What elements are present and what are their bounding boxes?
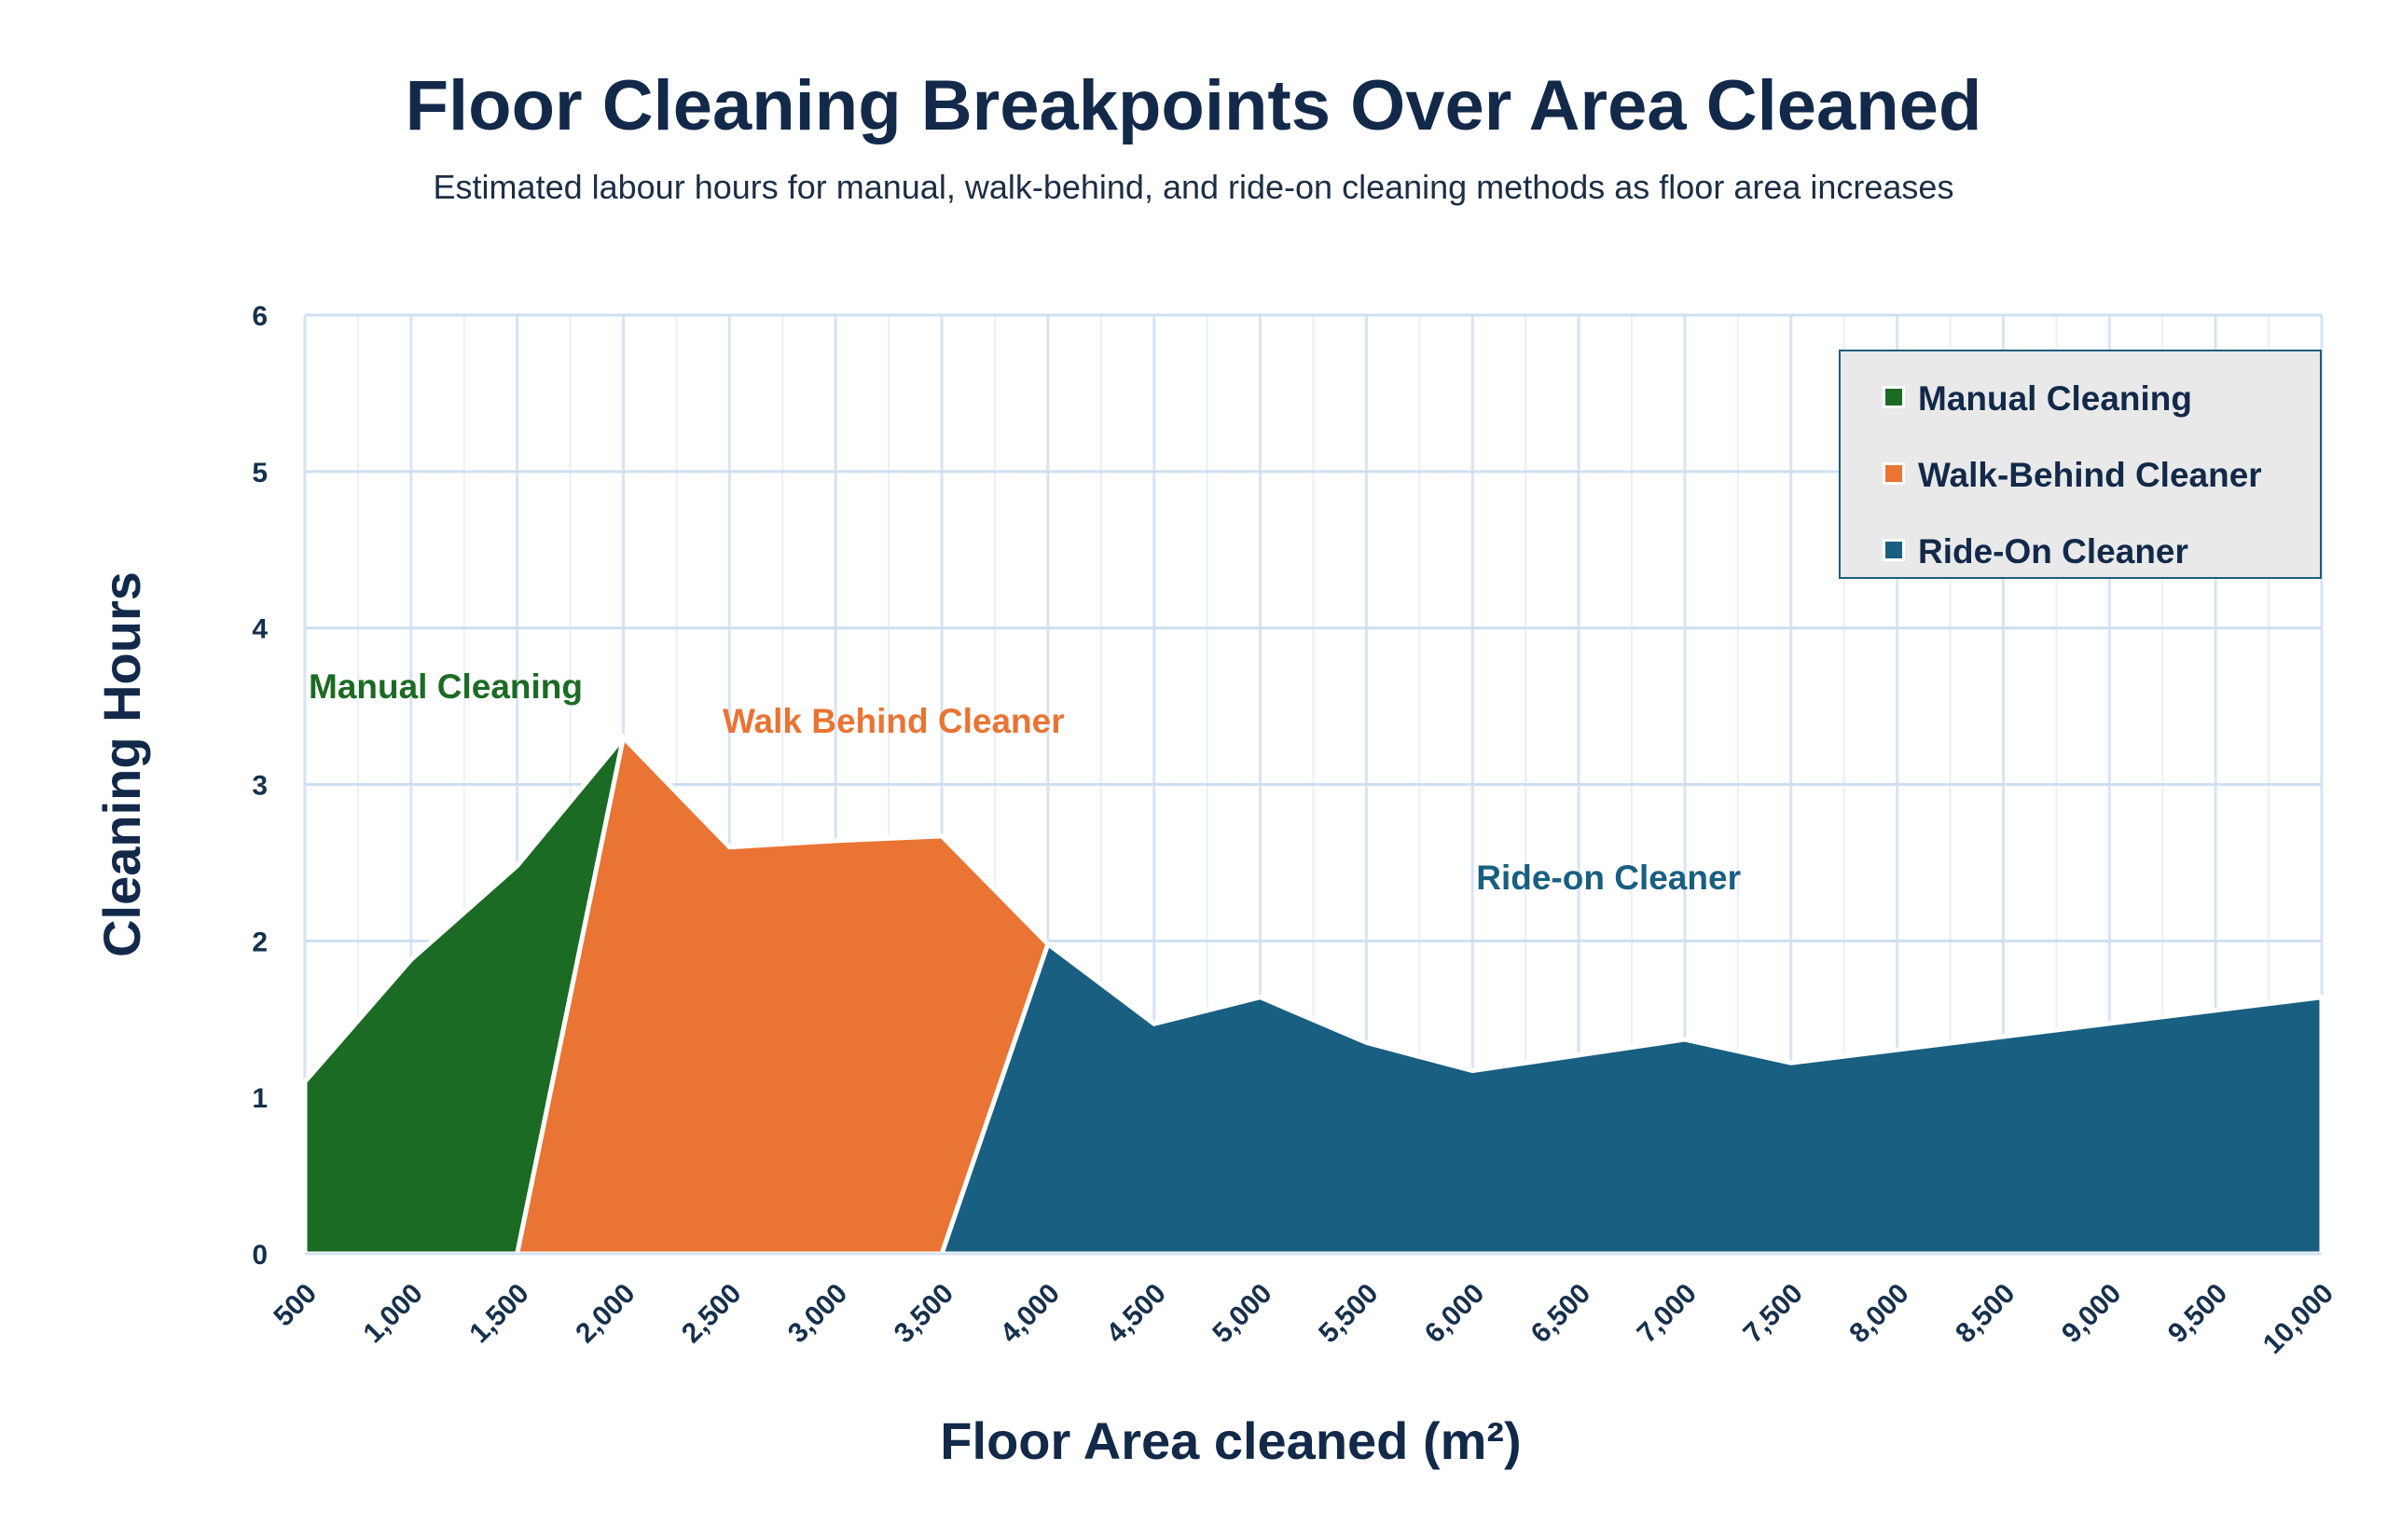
x-tick-label: 6,500	[1525, 1278, 1596, 1349]
y-tick-label: 2	[252, 927, 268, 957]
legend-swatch	[1885, 389, 1902, 406]
x-tick-label: 8,000	[1843, 1278, 1914, 1349]
x-tick-label: 2,000	[570, 1278, 641, 1349]
x-tick-label: 10,000	[2257, 1278, 2339, 1360]
area-series	[302, 733, 2325, 1257]
chart-subtitle: Estimated labour hours for manual, walk-…	[433, 168, 1954, 206]
y-tick-label: 5	[252, 458, 268, 488]
x-tick-label: 3,500	[889, 1278, 959, 1349]
area-annotations: Manual Cleaning Walk Behind Cleaner Ride-o…	[309, 667, 1741, 897]
area-annotation: Ride-on Cleaner	[1476, 859, 1741, 897]
x-tick-label: 7,500	[1737, 1278, 1808, 1349]
legend-label: Walk-Behind Cleaner	[1918, 456, 2262, 494]
area-annotation: Manual Cleaning	[309, 667, 583, 706]
y-tick-label: 4	[252, 614, 268, 645]
y-tick-label: 6	[252, 301, 268, 332]
chart-title: Floor Cleaning Breakpoints Over Area Cle…	[405, 66, 1982, 145]
y-tick-label: 0	[252, 1240, 268, 1271]
legend-label: Manual Cleaning	[1918, 379, 2192, 418]
legend-box	[1839, 350, 2322, 579]
legend-label: Ride-On Cleaner	[1918, 532, 2188, 571]
x-tick-label: 9,500	[2162, 1278, 2233, 1349]
x-tick-label: 5,000	[1207, 1278, 1277, 1349]
x-tick-label: 500	[268, 1278, 323, 1333]
x-tick-label: 8,500	[1950, 1278, 2021, 1349]
x-axis-label: Floor Area cleaned (m²)	[940, 1411, 1521, 1470]
legend-swatch	[1885, 465, 1902, 482]
legend-swatch	[1885, 542, 1902, 558]
y-tick-label: 1	[252, 1083, 268, 1114]
x-tick-label: 4,500	[1100, 1278, 1171, 1349]
x-tick-label: 1,000	[358, 1278, 429, 1349]
x-tick-label: 7,000	[1632, 1278, 1703, 1349]
y-tick-label: 3	[252, 771, 268, 802]
x-tick-label: 1,500	[463, 1278, 534, 1349]
x-tick-label: 9,000	[2056, 1278, 2127, 1349]
x-tick-label: 5,500	[1313, 1278, 1384, 1349]
x-tick-label: 6,000	[1419, 1278, 1490, 1349]
x-tick-labels: 500 1,000 1,500 2,000 2,500 3,000 3,500 4,000 4,…	[268, 1278, 2339, 1360]
area-annotation: Walk Behind Cleaner	[723, 702, 1065, 740]
x-tick-label: 2,500	[676, 1278, 747, 1349]
x-tick-label: 3,000	[782, 1278, 853, 1349]
y-tick-labels: 0 1 2 3 4 5 6	[252, 301, 268, 1271]
x-tick-label: 4,000	[995, 1278, 1066, 1349]
y-axis-label: Cleaning Hours	[92, 571, 151, 957]
legend: Manual Cleaning Walk-Behind Cleaner Ride-O…	[1839, 350, 2322, 579]
area-ride-on-cleaner	[938, 940, 2325, 1257]
